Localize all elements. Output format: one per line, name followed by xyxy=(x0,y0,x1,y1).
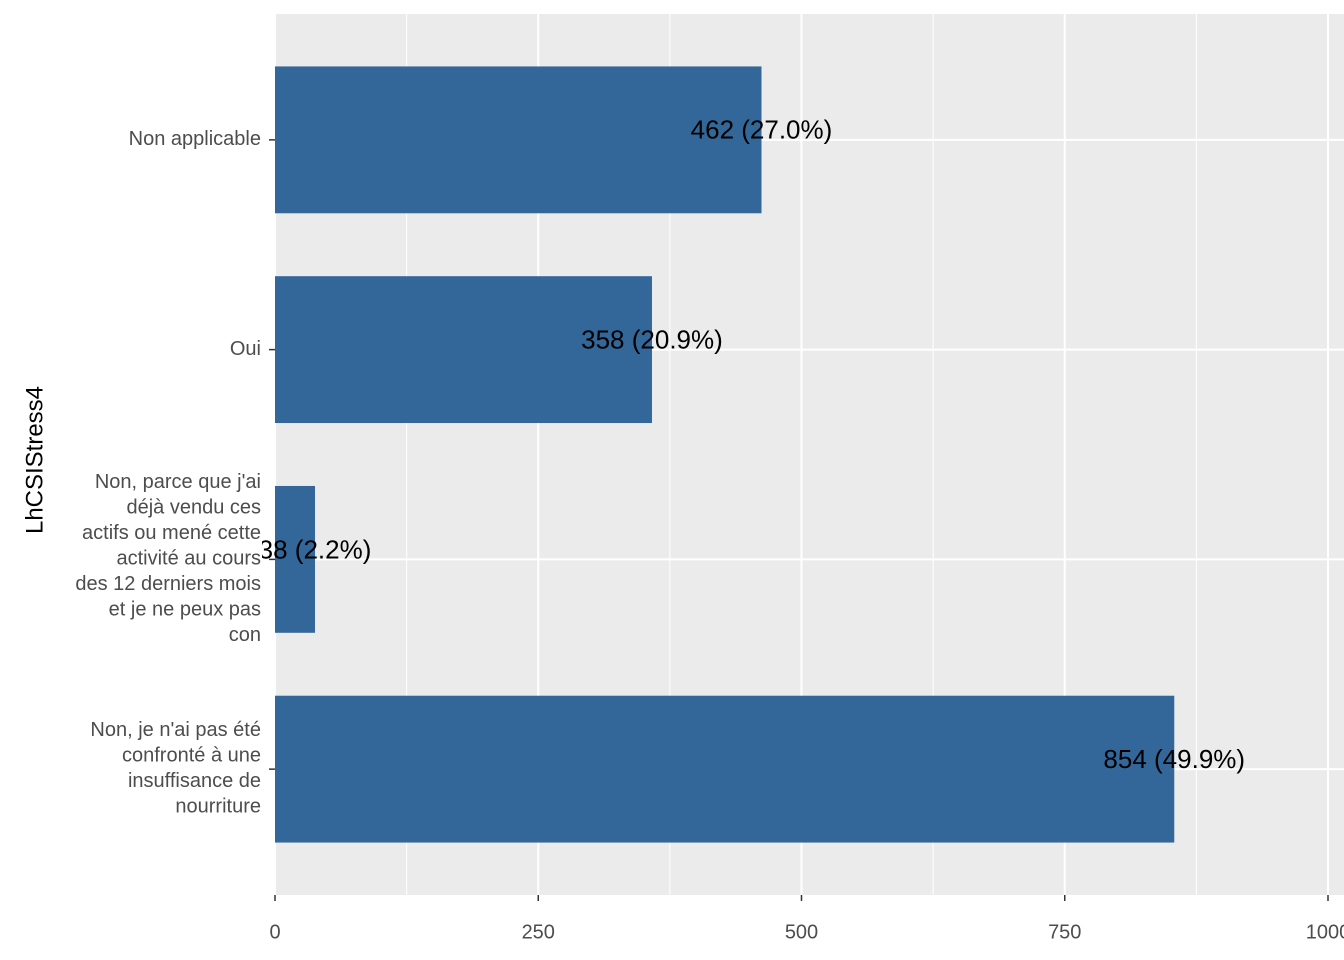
bar xyxy=(275,485,316,633)
bar xyxy=(275,695,1175,843)
y-tick-label: Non applicable xyxy=(129,128,261,150)
y-tick-label: Non, je n'ai pas été confronté à une insuf… xyxy=(90,719,261,818)
marks xyxy=(275,66,1175,843)
value-labels: 462 (27.0%) 358 (20.9%) 38 (2.2%) 854 (49.9… xyxy=(259,115,1245,774)
value-label: 854 (49.9%) xyxy=(1103,744,1245,774)
x-tick-label: 0 xyxy=(269,921,280,943)
x-tick-label: 250 xyxy=(522,921,555,943)
value-label: 462 (27.0%) xyxy=(691,115,833,145)
x-tick-label: 1000 xyxy=(1306,921,1344,943)
value-label: 358 (20.9%) xyxy=(581,324,723,354)
bar xyxy=(275,276,652,424)
value-label: 38 (2.2%) xyxy=(259,534,372,564)
x-tick-label: 500 xyxy=(785,921,818,943)
x-tick-label: 750 xyxy=(1048,921,1081,943)
y-axis-title: LhCSIStress4 xyxy=(21,386,48,534)
y-tick-label: Oui xyxy=(230,338,261,360)
y-tick-label: Non, parce que j'ai déjà vendu ces actifs … xyxy=(75,471,261,646)
bar xyxy=(275,66,762,214)
